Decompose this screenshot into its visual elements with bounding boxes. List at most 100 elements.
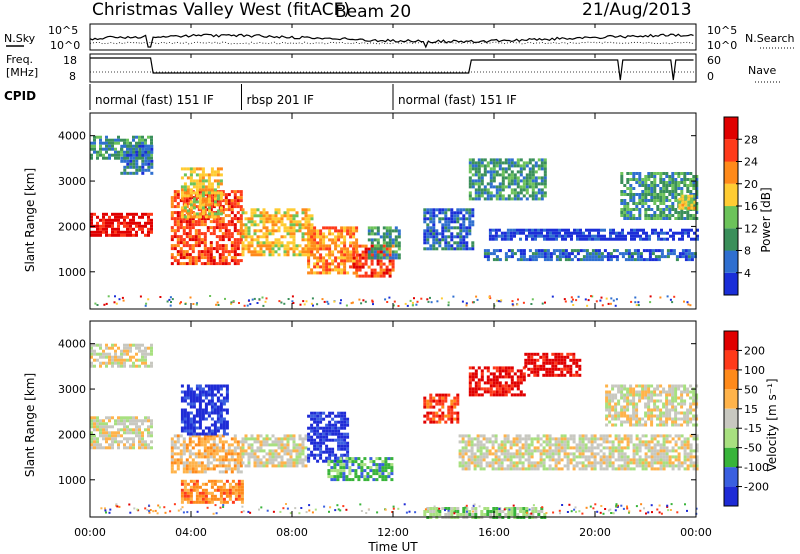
power-cell — [674, 184, 678, 187]
power-scatter-cell — [351, 301, 354, 304]
velocity-cell — [90, 416, 93, 420]
velocity-cell — [218, 437, 222, 441]
velocity-cell — [467, 449, 471, 453]
velocity-cell — [522, 372, 526, 376]
power-cell — [239, 220, 243, 224]
velocity-cell — [236, 464, 240, 468]
power-cell — [230, 232, 234, 236]
power-cell — [564, 228, 567, 232]
power-cell — [477, 197, 481, 201]
power-cell — [215, 262, 219, 266]
power-cell — [328, 229, 332, 233]
power-cell — [540, 255, 544, 259]
velocity-cell — [464, 434, 468, 438]
power-cell — [185, 256, 189, 260]
power-cell — [150, 153, 153, 157]
velocity-cell — [183, 488, 187, 492]
power-cell — [218, 226, 222, 230]
velocity-cell — [447, 405, 451, 409]
velocity-cell — [322, 441, 326, 445]
velocity-cell — [186, 390, 190, 394]
power-cell — [185, 196, 189, 200]
power-cell — [244, 238, 248, 242]
power-cell — [468, 220, 472, 224]
power-cell — [195, 191, 199, 195]
velocity-cell — [192, 420, 196, 424]
power-cell — [639, 228, 642, 232]
power-cell — [426, 232, 430, 236]
velocity-cell — [191, 434, 195, 438]
power-cell — [519, 258, 523, 262]
power-cell — [334, 268, 338, 272]
velocity-cell — [515, 437, 519, 441]
velocity-cell — [351, 469, 355, 473]
velocity-cell — [138, 446, 141, 450]
power-cell — [201, 203, 205, 207]
power-cell — [170, 202, 174, 206]
power-cell — [585, 228, 588, 232]
velocity-cell — [467, 464, 471, 468]
power-cell — [102, 141, 105, 145]
velocity-cell — [483, 381, 487, 385]
power-cell — [674, 190, 678, 193]
velocity-cell — [240, 491, 244, 495]
velocity-cell — [253, 461, 257, 465]
velocity-cell — [342, 463, 346, 467]
velocity-cell — [497, 467, 501, 471]
power-cell — [201, 209, 205, 213]
velocity-cell — [572, 458, 576, 462]
velocity-cell — [375, 472, 379, 476]
power-cell — [135, 233, 138, 237]
velocity-cell — [530, 449, 534, 453]
power-cell — [191, 259, 195, 263]
power-cell — [537, 158, 541, 162]
velocity-cell — [215, 446, 219, 450]
velocity-cell — [96, 446, 99, 450]
power-cell — [659, 181, 663, 184]
velocity-cell — [316, 453, 320, 457]
power-cell — [492, 252, 496, 256]
velocity-cell — [327, 463, 331, 467]
power-cell — [340, 271, 344, 275]
power-cell — [212, 220, 216, 224]
power-cell — [632, 187, 636, 190]
power-cell — [632, 175, 636, 178]
power-cell — [423, 232, 427, 236]
power-cell — [191, 223, 195, 227]
velocity-cell — [198, 414, 202, 418]
velocity-cell — [497, 464, 501, 468]
power-cell — [283, 229, 287, 233]
power-cell — [233, 262, 237, 266]
velocity-cell — [500, 467, 504, 471]
velocity-cell — [539, 449, 543, 453]
power-ylabel: Slant Range [km] — [23, 168, 37, 272]
velocity-cell — [147, 416, 150, 420]
velocity-cell — [328, 453, 332, 457]
power-cell — [489, 179, 493, 183]
velocity-cell — [203, 452, 207, 456]
power-scatter-cell — [145, 302, 148, 305]
power-cell — [189, 191, 193, 195]
power-cell — [313, 253, 317, 257]
power-cell — [632, 208, 636, 211]
velocity-cell — [509, 443, 513, 447]
velocity-cell — [542, 358, 546, 362]
power-cell — [147, 162, 151, 166]
power-cell — [283, 253, 287, 257]
velocity-cell — [234, 491, 238, 495]
power-cell — [355, 229, 359, 233]
power-cell — [477, 164, 481, 168]
velocity-cell — [247, 464, 251, 468]
velocity-cell — [304, 455, 308, 459]
power-cell — [666, 249, 670, 253]
velocity-cell — [111, 446, 114, 450]
velocity-cell — [504, 366, 508, 370]
velocity-cell — [560, 361, 564, 365]
power-cell — [626, 187, 630, 190]
velocity-cell — [343, 420, 347, 424]
power-cell — [239, 199, 243, 203]
power-cell — [105, 156, 108, 160]
power-cell — [147, 147, 151, 151]
power-cell — [114, 227, 117, 231]
velocity-cell — [216, 399, 220, 403]
